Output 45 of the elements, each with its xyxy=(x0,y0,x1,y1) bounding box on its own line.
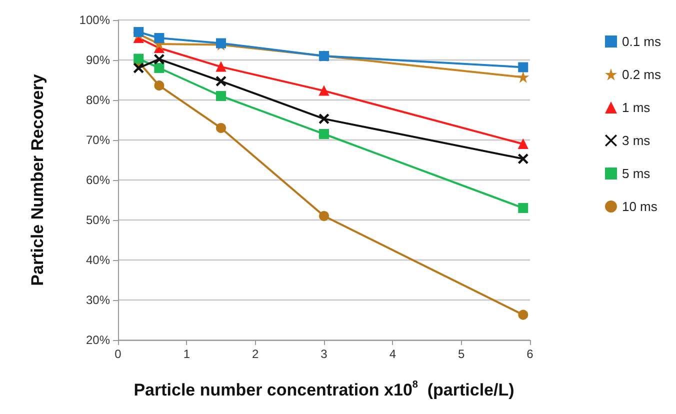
point xyxy=(216,38,226,48)
x-tick-label: 5 xyxy=(458,347,465,361)
point xyxy=(518,310,528,320)
point xyxy=(319,114,329,124)
y-tick-label: 30% xyxy=(86,293,110,307)
y-tick-label: 70% xyxy=(86,133,110,147)
point xyxy=(216,123,226,133)
point xyxy=(134,27,144,37)
y-tick-label: 60% xyxy=(86,173,110,187)
point xyxy=(518,139,528,149)
point xyxy=(518,72,528,82)
point xyxy=(518,154,528,164)
y-tick-label: 40% xyxy=(86,253,110,267)
point xyxy=(518,62,528,72)
y-tick-label: 80% xyxy=(86,93,110,107)
point xyxy=(154,33,164,43)
point xyxy=(154,63,164,73)
y-tick-label: 100% xyxy=(79,13,110,27)
legend-label: 0.2 ms xyxy=(622,67,662,82)
x-tick-label: 0 xyxy=(114,347,122,361)
point xyxy=(319,129,329,139)
point xyxy=(154,80,164,91)
y-tick-label: 20% xyxy=(86,333,110,347)
legend-label: 10 ms xyxy=(622,199,658,214)
y-tick-label: 90% xyxy=(86,53,110,67)
point xyxy=(134,63,144,73)
point xyxy=(319,86,329,96)
y-tick-label: 50% xyxy=(86,213,110,227)
legend-label: 3 ms xyxy=(622,133,651,148)
y-axis-title: Particle Number Recovery xyxy=(28,74,47,286)
x-tick-label: 1 xyxy=(183,347,190,361)
x-tick-label: 4 xyxy=(389,347,396,361)
point xyxy=(134,54,144,64)
point xyxy=(216,62,226,72)
point xyxy=(518,203,528,213)
x-tick-label: 3 xyxy=(320,347,328,361)
x-tick-label: 6 xyxy=(526,347,534,361)
x-tick-label: 2 xyxy=(252,347,259,361)
point xyxy=(154,54,164,64)
legend-label: 5 ms xyxy=(622,166,651,181)
legend-label: 1 ms xyxy=(622,100,651,115)
point xyxy=(216,91,226,101)
legend-label: 0.1 ms xyxy=(622,34,662,49)
point xyxy=(319,211,329,221)
point xyxy=(216,76,226,86)
